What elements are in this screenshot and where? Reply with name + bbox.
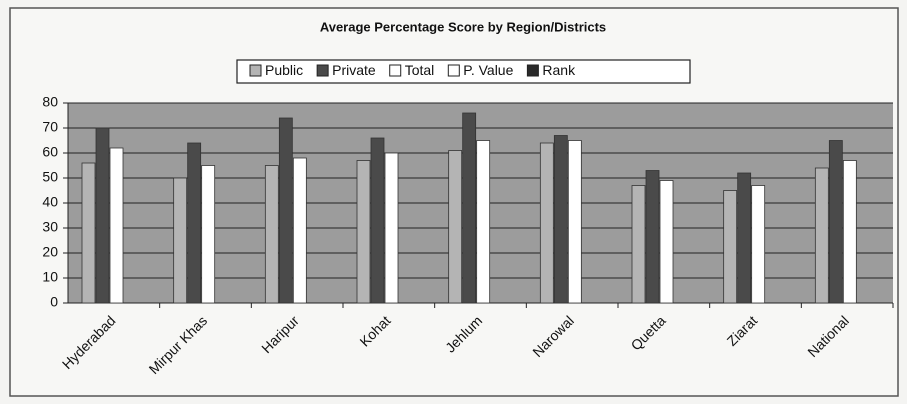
legend-swatch	[526, 64, 539, 77]
y-tick-label: 60	[42, 144, 58, 160]
bar	[723, 190, 738, 304]
bar	[737, 172, 752, 304]
bar	[448, 150, 463, 304]
bar	[201, 165, 216, 304]
bar	[109, 147, 124, 304]
legend-label: Public	[265, 62, 303, 78]
legend-box	[236, 59, 691, 84]
bar	[81, 162, 96, 304]
legend-swatch	[389, 64, 402, 77]
bar	[476, 140, 491, 304]
y-tick-label: 80	[42, 94, 58, 110]
legend-label: P. Value	[463, 62, 513, 78]
y-tick-label: 50	[42, 169, 58, 185]
bar	[828, 140, 843, 304]
bar	[95, 127, 110, 304]
y-tick-label: 0	[50, 294, 58, 310]
bar	[292, 157, 307, 304]
bar	[187, 142, 202, 304]
bar	[356, 160, 371, 304]
bar	[264, 165, 279, 304]
bar	[173, 177, 188, 304]
legend-swatch	[447, 64, 460, 77]
bar	[278, 117, 293, 304]
chart-title: Average Percentage Score by Region/Distr…	[320, 19, 606, 34]
bar	[659, 180, 674, 304]
legend-swatch	[316, 64, 329, 77]
bar	[645, 170, 660, 304]
bar	[462, 112, 477, 304]
legend-label: Total	[405, 62, 435, 78]
bar	[370, 137, 385, 304]
bar	[751, 185, 766, 304]
legend-label: Rank	[542, 62, 576, 78]
y-tick-label: 10	[42, 269, 58, 285]
y-tick-label: 30	[42, 219, 58, 235]
bar	[842, 160, 857, 304]
bar	[553, 135, 568, 304]
y-tick-label: 20	[42, 244, 58, 260]
bar	[567, 140, 582, 304]
bar	[539, 142, 554, 304]
y-tick-label: 70	[42, 119, 58, 135]
bar	[814, 167, 829, 304]
legend-label: Private	[332, 62, 376, 78]
bar	[631, 185, 646, 304]
y-tick-label: 40	[42, 194, 58, 210]
legend-swatch	[249, 64, 262, 77]
bar	[384, 152, 399, 304]
